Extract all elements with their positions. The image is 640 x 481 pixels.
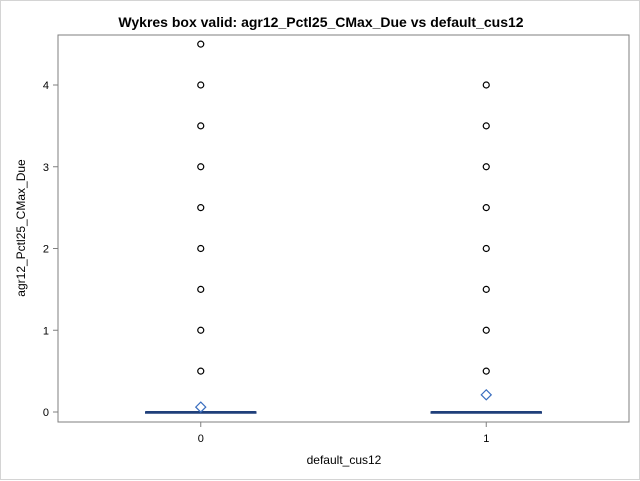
y-tick-label: 4	[43, 80, 49, 92]
outlier-point	[197, 163, 205, 171]
y-tick-label: 2	[43, 244, 49, 256]
chart-marks: 0 1 2 3 4 0 1	[43, 40, 542, 445]
y-tick-label: 3	[43, 162, 49, 174]
outlier-point	[482, 122, 490, 130]
outlier-point	[482, 326, 490, 334]
outlier-point	[482, 244, 490, 253]
outlier-point	[482, 81, 490, 89]
outlier-point	[197, 81, 205, 89]
y-tick-label: 1	[43, 325, 49, 337]
outlier-point	[482, 204, 490, 212]
outlier-point	[197, 326, 205, 334]
chart-title: Wykres box valid: agr12_Pctl25_CMax_Due …	[118, 14, 523, 30]
y-axis-label: agr12_Pctl25_CMax_Due	[14, 159, 28, 297]
outlier-point	[197, 244, 205, 253]
outlier-point	[197, 204, 205, 212]
outlier-point	[197, 285, 205, 293]
plot-area	[57, 34, 630, 423]
x-tick-label: 1	[483, 433, 489, 445]
mean-marker-1	[480, 388, 493, 401]
outlier-point	[482, 163, 490, 171]
outlier-point	[197, 40, 205, 48]
mean-marker-0	[194, 401, 207, 413]
outlier-point	[482, 285, 490, 293]
x-tick-label: 0	[198, 433, 204, 445]
outlier-point	[197, 122, 205, 130]
y-tick-label: 0	[43, 407, 49, 419]
outlier-point	[197, 367, 205, 375]
x-axis-label: default_cus12	[307, 453, 382, 467]
outlier-point	[482, 367, 490, 375]
